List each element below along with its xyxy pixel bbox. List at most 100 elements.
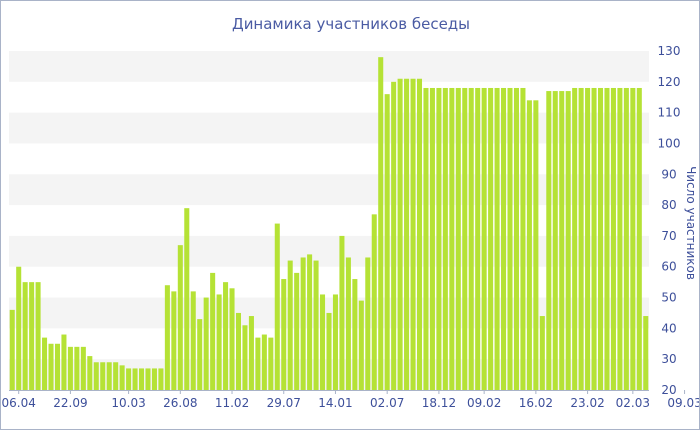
y-tick-label: 70 <box>661 229 676 243</box>
bar <box>132 368 138 390</box>
bar <box>48 343 54 390</box>
bar <box>326 312 332 390</box>
bar <box>352 279 358 390</box>
bar <box>29 282 35 390</box>
x-tick-label: 02.07 <box>370 396 404 410</box>
y-tick-label: 60 <box>661 260 676 274</box>
grid-band <box>9 174 649 206</box>
bar <box>546 91 552 390</box>
bar <box>429 87 435 390</box>
bar <box>520 87 526 390</box>
bar <box>636 87 642 390</box>
bar <box>358 300 364 390</box>
bar <box>190 291 196 390</box>
x-tick-label: 18.12 <box>422 396 456 410</box>
bar <box>242 325 248 390</box>
bar <box>623 87 629 390</box>
bar <box>151 368 157 390</box>
bar <box>339 235 345 390</box>
bar <box>139 368 145 390</box>
x-axis-ticks: 06.04 22.09 10.03 26.08 11.02 29.07 14.01 02.07… <box>2 390 699 410</box>
bar <box>274 223 280 390</box>
bar <box>591 87 597 390</box>
x-tick-label: 14.01 <box>318 396 352 410</box>
grid-band <box>9 112 649 144</box>
bar <box>423 87 429 390</box>
bar <box>16 266 22 390</box>
y-tick-label: 110 <box>658 106 681 120</box>
bar <box>54 343 60 390</box>
bar <box>261 334 267 390</box>
bar <box>87 356 93 390</box>
bar <box>610 87 616 390</box>
bar <box>229 288 235 390</box>
bar <box>119 365 125 390</box>
bar <box>572 87 578 390</box>
y-tick-label: 20 <box>661 383 676 397</box>
grid-band <box>9 235 649 267</box>
bar <box>9 309 15 390</box>
bar <box>22 282 28 390</box>
bar <box>597 87 604 390</box>
bar <box>384 94 390 391</box>
bar <box>93 362 99 390</box>
bar <box>184 208 190 390</box>
bar <box>74 346 80 390</box>
bars <box>9 57 649 391</box>
x-tick-label: 10.03 <box>111 396 145 410</box>
bar <box>565 91 571 390</box>
x-tick-label: 23.02 <box>570 396 604 410</box>
x-tick-label: 22.09 <box>53 396 87 410</box>
bar <box>255 337 261 390</box>
x-tick-label: 26.08 <box>163 396 197 410</box>
bar <box>604 87 610 390</box>
y-tick-label: 40 <box>661 321 676 335</box>
bar <box>404 78 410 391</box>
y-tick-label: 30 <box>661 352 676 366</box>
bar <box>332 294 338 390</box>
bar <box>345 257 351 390</box>
bar <box>177 245 183 390</box>
y-tick-label: 120 <box>658 75 681 89</box>
bar <box>410 78 416 391</box>
bar <box>617 87 623 390</box>
bar <box>100 362 106 390</box>
bar <box>35 282 41 390</box>
bar <box>61 334 67 390</box>
bar <box>539 316 545 390</box>
bar <box>294 272 300 390</box>
bar <box>585 87 591 390</box>
bar <box>164 285 170 390</box>
bar <box>235 312 242 390</box>
bar <box>268 337 274 390</box>
bar <box>643 316 649 390</box>
y-tick-label: 90 <box>661 167 676 181</box>
bar <box>462 87 468 390</box>
bar <box>80 346 86 390</box>
y-tick-label: 130 <box>658 44 681 58</box>
bar <box>248 316 254 390</box>
bar <box>436 87 442 390</box>
bar <box>145 368 151 390</box>
bar <box>559 91 565 390</box>
bar <box>223 282 229 390</box>
bar <box>513 87 519 390</box>
bar <box>507 87 513 390</box>
bar <box>371 214 377 390</box>
x-tick-label: 06.04 <box>2 396 36 410</box>
grid-bands <box>9 51 649 390</box>
bar <box>320 294 326 390</box>
bar <box>391 81 397 390</box>
bar <box>307 254 313 390</box>
bar <box>216 294 222 390</box>
x-tick-label: 02.03 <box>616 396 650 410</box>
grid-band <box>9 51 649 82</box>
y-tick-label: 50 <box>661 291 676 305</box>
bar <box>197 319 203 390</box>
bar <box>287 260 293 390</box>
bar <box>158 368 164 390</box>
bar <box>67 346 73 390</box>
bar <box>106 362 112 390</box>
bar <box>630 87 636 390</box>
